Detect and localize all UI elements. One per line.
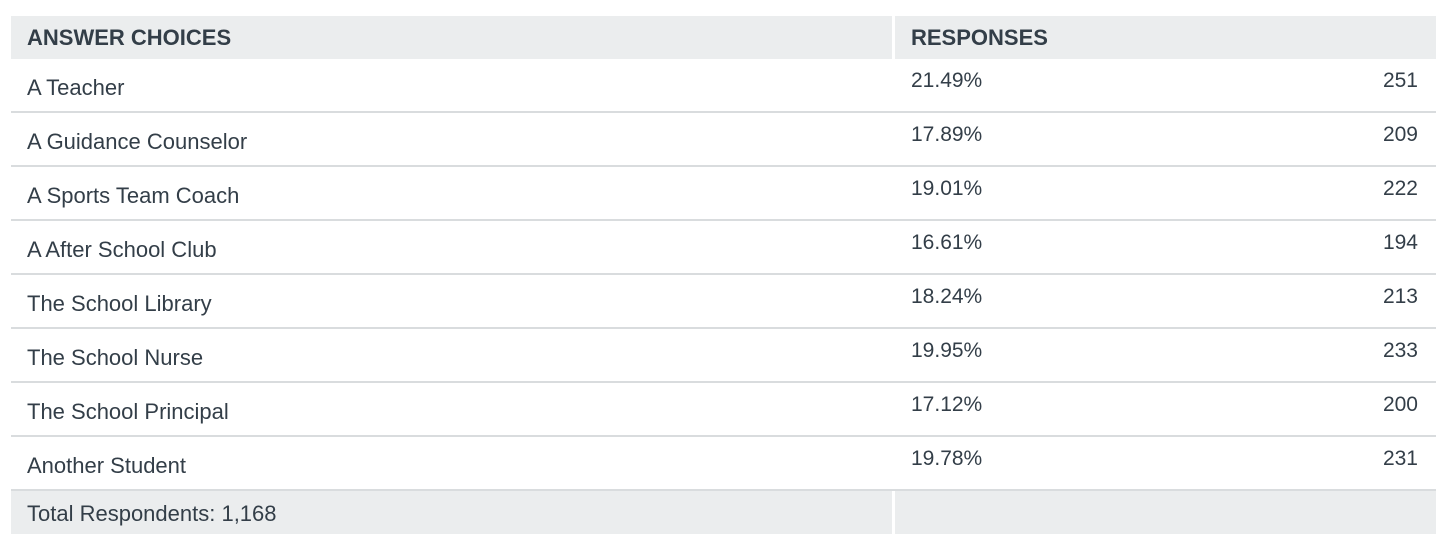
responses-header-label: RESPONSES [911, 25, 1048, 50]
answer-choice-label: A After School Club [27, 237, 217, 262]
response-cell: 17.89% 209 [895, 113, 1436, 165]
answer-choices-header: ANSWER CHOICES [11, 16, 892, 59]
total-respondents: Total Respondents: 1,168 [11, 491, 892, 534]
response-count: 233 [1382, 339, 1418, 362]
response-percent: 17.89% [911, 123, 983, 146]
table-row: A Guidance Counselor 17.89% 209 [11, 113, 1436, 167]
response-count: 251 [1382, 69, 1418, 92]
response-count: 209 [1382, 123, 1418, 146]
response-cell: 19.95% 233 [895, 329, 1436, 381]
responses-table: ANSWER CHOICES RESPONSES A Teacher 21.49%… [11, 16, 1436, 534]
table-footer: Total Respondents: 1,168 [11, 491, 1436, 534]
footer-empty-cell [895, 491, 1436, 534]
answer-choice-label: A Teacher [27, 75, 125, 100]
response-count: 200 [1382, 393, 1418, 416]
response-cell: 18.24% 213 [895, 275, 1436, 327]
response-cell: 16.61% 194 [895, 221, 1436, 273]
table-row: The School Nurse 19.95% 233 [11, 329, 1436, 383]
answer-choice-label: The School Library [27, 291, 212, 316]
response-count: 222 [1382, 177, 1418, 200]
response-percent: 19.95% [911, 339, 983, 362]
answer-choice-label: Another Student [27, 453, 187, 478]
response-percent: 16.61% [911, 231, 983, 254]
response-cell: 19.78% 231 [895, 437, 1436, 489]
response-count: 231 [1382, 447, 1418, 470]
table-row: A Sports Team Coach 19.01% 222 [11, 167, 1436, 221]
table-header: ANSWER CHOICES RESPONSES [11, 16, 1436, 59]
table-body: A Teacher 21.49% 251 A Guidance Counselor 17… [11, 59, 1436, 491]
table-row: Another Student 19.78% 231 [11, 437, 1436, 491]
response-percent: 19.01% [911, 177, 983, 200]
response-cell: 21.49% 251 [895, 59, 1436, 111]
table-row: The School Principal 17.12% 200 [11, 383, 1436, 437]
response-percent: 21.49% [911, 69, 983, 92]
table-row: A Teacher 21.49% 251 [11, 59, 1436, 113]
answer-choice-label: The School Principal [27, 399, 229, 424]
response-count: 213 [1382, 285, 1418, 308]
answer-choice-label: The School Nurse [27, 345, 204, 370]
response-percent: 19.78% [911, 447, 983, 470]
response-percent: 18.24% [911, 285, 983, 308]
responses-header: RESPONSES [895, 16, 1436, 59]
response-cell: 19.01% 222 [895, 167, 1436, 219]
response-count: 194 [1382, 231, 1418, 254]
answer-choice-label: A Guidance Counselor [27, 129, 248, 154]
table-row: A After School Club 16.61% 194 [11, 221, 1436, 275]
answer-choice-label: A Sports Team Coach [27, 183, 240, 208]
response-cell: 17.12% 200 [895, 383, 1436, 435]
table-row: The School Library 18.24% 213 [11, 275, 1436, 329]
response-percent: 17.12% [911, 393, 983, 416]
